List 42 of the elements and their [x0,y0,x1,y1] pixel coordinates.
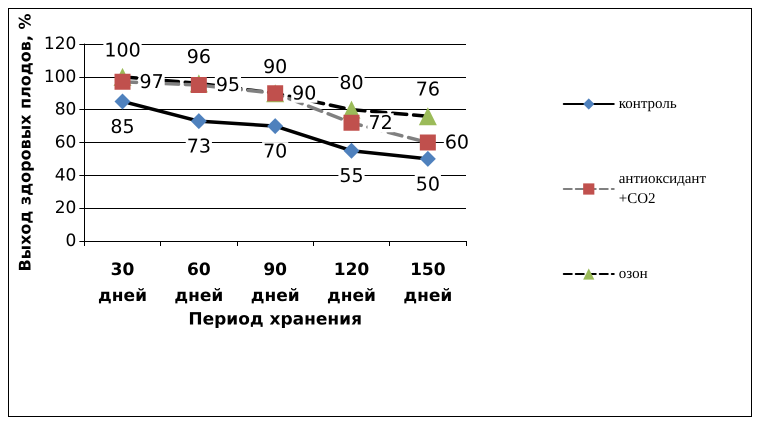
point [418,107,437,126]
legend-label: озон [618,266,648,282]
data-label: 60 [444,132,470,154]
data-label: 97 [140,70,164,93]
data-label: 90 [263,56,288,78]
legend-label: контроль [618,96,677,112]
point [114,74,131,90]
data-label: 80 [339,72,364,94]
point [420,150,436,167]
data-label: 100 [104,39,141,62]
data-label: 73 [186,136,211,158]
y-tick-label: 100 [44,66,76,87]
point [344,142,360,159]
data-label: 95 [216,74,240,96]
point [190,77,207,94]
data-label: 70 [263,140,288,163]
point [267,118,284,134]
point [190,113,207,130]
x-tick-label: 90 дней [250,260,300,306]
y-tick-label: 0 [66,231,76,251]
x-tick-label: 150 дней [403,260,452,306]
legend-label: антиоксидант +CO2 [618,171,706,207]
x-tick-label: 120 дней [327,260,376,306]
y-tick-label: 80 [54,100,76,120]
point [114,93,131,110]
data-label: 50 [416,173,440,196]
point [344,114,360,131]
x-tick-label: 60 дней [174,260,224,306]
y-axis-title: Выход здоровых плодов, % [16,13,34,272]
x-tick-label: 30 дней [98,260,147,306]
y-tick-label: 120 [44,34,76,54]
data-label: 55 [339,165,364,188]
y-tick-label: 40 [54,165,76,186]
data-label: 72 [368,112,393,134]
data-label: 76 [416,78,440,101]
x-axis-title: Период хранения [188,310,362,330]
data-label: 96 [186,46,211,68]
point [420,134,436,150]
y-tick-label: 60 [54,132,76,152]
data-label: 90 [292,82,316,104]
data-label: 85 [110,116,135,138]
y-tick-label: 20 [54,198,76,218]
